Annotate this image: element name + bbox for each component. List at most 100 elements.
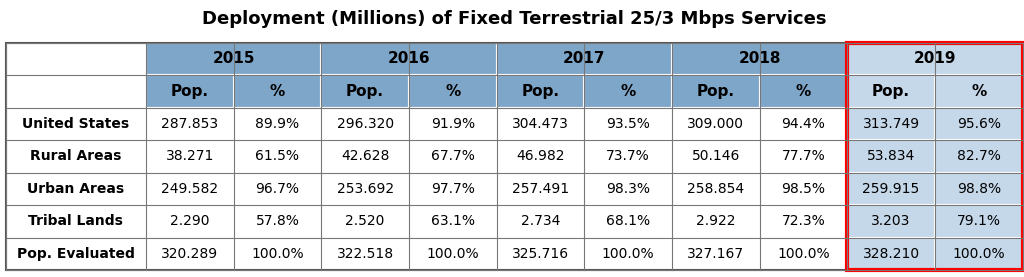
Bar — [5, 43, 145, 75]
Bar — [672, 107, 760, 140]
Text: 79.1%: 79.1% — [956, 214, 1000, 228]
Text: 325.716: 325.716 — [512, 247, 569, 261]
Bar — [935, 173, 1023, 205]
Text: 93.5%: 93.5% — [606, 117, 650, 131]
Bar — [497, 173, 585, 205]
Bar — [497, 75, 585, 107]
Text: 327.167: 327.167 — [687, 247, 744, 261]
Text: 2016: 2016 — [388, 51, 430, 66]
Text: %: % — [796, 84, 811, 99]
Bar — [935, 205, 1023, 238]
Text: 67.7%: 67.7% — [431, 149, 475, 163]
Bar — [5, 205, 145, 238]
Bar — [672, 173, 760, 205]
Text: Pop.: Pop. — [346, 84, 384, 99]
Bar — [935, 238, 1023, 270]
Bar — [672, 75, 760, 107]
Bar — [585, 173, 672, 205]
Bar — [5, 173, 145, 205]
Text: 249.582: 249.582 — [161, 182, 218, 196]
Text: 313.749: 313.749 — [862, 117, 920, 131]
Text: 2.734: 2.734 — [521, 214, 560, 228]
Text: 42.628: 42.628 — [341, 149, 389, 163]
Text: 328.210: 328.210 — [862, 247, 920, 261]
Text: %: % — [971, 84, 986, 99]
Bar — [409, 238, 497, 270]
Bar — [409, 173, 497, 205]
Bar — [672, 140, 760, 173]
Bar — [409, 140, 497, 173]
Bar — [847, 173, 935, 205]
Bar — [322, 75, 409, 107]
Text: %: % — [269, 84, 285, 99]
Text: United States: United States — [23, 117, 129, 131]
Bar — [5, 238, 145, 270]
Text: 57.8%: 57.8% — [255, 214, 299, 228]
Text: 98.3%: 98.3% — [606, 182, 650, 196]
Bar — [847, 43, 1023, 270]
Text: 2018: 2018 — [738, 51, 781, 66]
Text: Urban Areas: Urban Areas — [28, 182, 124, 196]
Text: 68.1%: 68.1% — [606, 214, 650, 228]
Bar — [233, 205, 322, 238]
Text: 77.7%: 77.7% — [781, 149, 825, 163]
Text: 94.4%: 94.4% — [781, 117, 825, 131]
Bar — [322, 173, 409, 205]
Text: 100.0%: 100.0% — [426, 247, 479, 261]
Text: 53.834: 53.834 — [867, 149, 915, 163]
Bar — [847, 238, 935, 270]
Text: Rural Areas: Rural Areas — [30, 149, 122, 163]
Text: 257.491: 257.491 — [512, 182, 569, 196]
Bar — [233, 140, 322, 173]
Text: 100.0%: 100.0% — [952, 247, 1006, 261]
Text: Pop.: Pop. — [872, 84, 910, 99]
Bar — [409, 75, 497, 107]
Bar — [5, 43, 1023, 270]
Text: Pop.: Pop. — [171, 84, 209, 99]
Text: Pop.: Pop. — [696, 84, 735, 99]
Bar — [497, 107, 585, 140]
Bar — [935, 107, 1023, 140]
Text: 287.853: 287.853 — [161, 117, 218, 131]
Text: 2017: 2017 — [563, 51, 605, 66]
Bar — [760, 238, 847, 270]
Text: 2019: 2019 — [913, 51, 956, 66]
Bar — [145, 107, 233, 140]
Bar — [5, 107, 145, 140]
Text: 258.854: 258.854 — [687, 182, 744, 196]
Text: 3.203: 3.203 — [871, 214, 910, 228]
Bar — [233, 173, 322, 205]
Bar — [672, 238, 760, 270]
Bar — [760, 107, 847, 140]
Bar — [672, 205, 760, 238]
Text: 259.915: 259.915 — [862, 182, 920, 196]
Text: %: % — [445, 84, 461, 99]
Text: 100.0%: 100.0% — [602, 247, 654, 261]
Bar — [322, 140, 409, 173]
Text: 2.922: 2.922 — [696, 214, 735, 228]
Text: 73.7%: 73.7% — [606, 149, 650, 163]
Bar — [585, 238, 672, 270]
Text: 91.9%: 91.9% — [431, 117, 475, 131]
Bar — [409, 205, 497, 238]
Text: 50.146: 50.146 — [691, 149, 740, 163]
Bar — [145, 205, 233, 238]
Text: Pop. Evaluated: Pop. Evaluated — [16, 247, 135, 261]
Text: 296.320: 296.320 — [337, 117, 393, 131]
Text: 96.7%: 96.7% — [255, 182, 299, 196]
Text: 63.1%: 63.1% — [431, 214, 475, 228]
Text: 320.289: 320.289 — [161, 247, 218, 261]
Text: 322.518: 322.518 — [337, 247, 393, 261]
Bar — [5, 75, 145, 107]
Bar — [322, 43, 497, 75]
Text: Pop.: Pop. — [521, 84, 559, 99]
Text: 72.3%: 72.3% — [781, 214, 825, 228]
Text: %: % — [621, 84, 636, 99]
Bar — [672, 43, 847, 75]
Bar — [585, 107, 672, 140]
Bar — [322, 238, 409, 270]
Bar — [497, 43, 672, 75]
Text: 2.290: 2.290 — [170, 214, 210, 228]
Text: 100.0%: 100.0% — [251, 247, 304, 261]
Bar — [409, 107, 497, 140]
